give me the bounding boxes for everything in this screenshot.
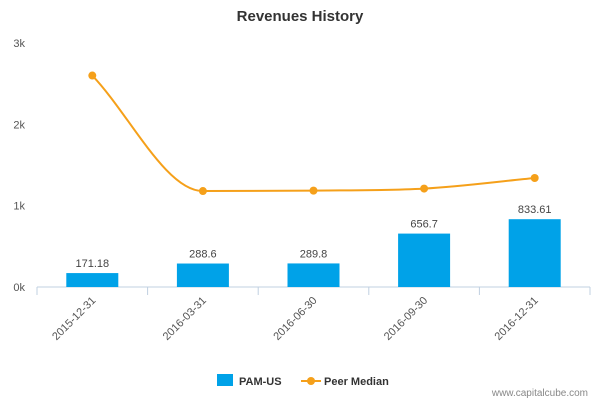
peer-median-point: [309, 186, 318, 195]
peer-median-point: [530, 174, 539, 183]
credit-text: www.capitalcube.com: [491, 388, 588, 399]
y-tick-label: 3k: [13, 38, 25, 50]
chart-title: Revenues History: [237, 8, 364, 25]
bar-data-label: 171.18: [75, 258, 109, 270]
bar: [287, 263, 340, 287]
legend-label-peer-median: Peer Median: [324, 376, 389, 388]
bar-data-label: 833.61: [518, 204, 552, 216]
bar-data-label: 288.6: [189, 249, 217, 261]
legend: PAM-US Peer Median: [217, 374, 389, 388]
bar: [508, 219, 561, 287]
bar-data-label: 289.8: [300, 248, 328, 260]
bar-series: 171.18 288.6 289.8 656.7 833.61: [66, 204, 561, 287]
x-tick-label: 2016-12-31: [493, 295, 541, 343]
y-tick-label: 2k: [13, 119, 25, 131]
y-axis: 0k 1k 2k 3k: [13, 38, 25, 294]
line-series: [88, 71, 539, 196]
y-tick-label: 0k: [13, 282, 25, 294]
peer-median-line: [91, 74, 535, 193]
x-axis: 2015-12-31 2016-03-31 2016-06-30 2016-09-30…: [36, 287, 591, 343]
peer-median-point: [88, 71, 97, 80]
bar: [398, 233, 451, 287]
legend-label-pam-us: PAM-US: [239, 376, 282, 388]
bar: [176, 263, 229, 287]
x-tick-label: 2015-12-31: [50, 295, 98, 343]
legend-swatch-marker-peer-median: [307, 377, 315, 385]
y-tick-label: 1k: [13, 201, 25, 213]
legend-swatch-pam-us: [217, 374, 233, 386]
peer-median-point: [198, 187, 207, 196]
x-tick-label: 2016-06-30: [271, 295, 319, 343]
x-tick-label: 2016-09-30: [382, 295, 430, 343]
x-tick-label: 2016-03-31: [161, 295, 209, 343]
bar-data-label: 656.7: [410, 219, 438, 231]
bar: [66, 273, 119, 287]
peer-median-point: [420, 184, 429, 193]
